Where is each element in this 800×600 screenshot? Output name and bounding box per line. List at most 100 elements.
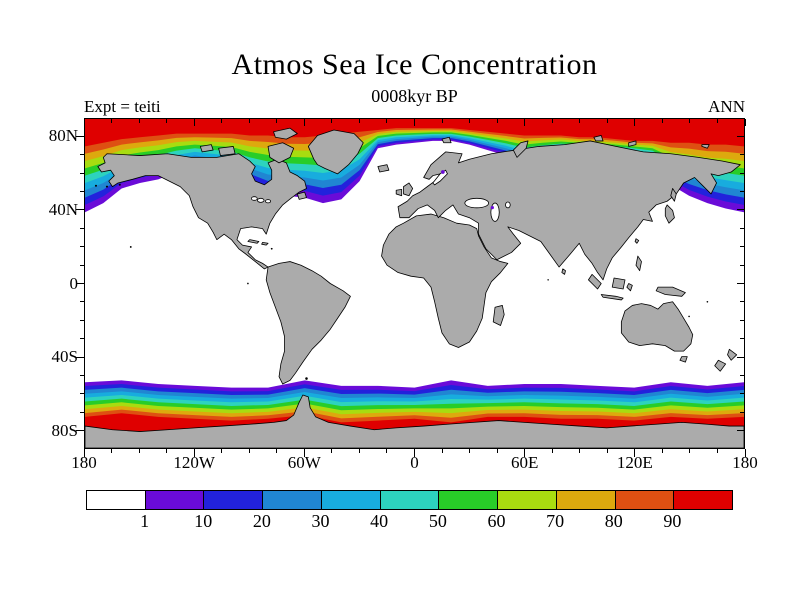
colorbar-level-label: 50 <box>428 511 447 531</box>
lon-tick-label: 60W <box>287 453 321 472</box>
great-lake-huron <box>257 198 264 202</box>
colorbar-segment-1 <box>144 491 204 509</box>
small-islands <box>94 170 709 380</box>
borneo <box>612 278 625 289</box>
baltic-sea <box>433 170 448 185</box>
axis-tick <box>524 119 526 126</box>
banks-island <box>200 145 213 152</box>
axis-tick <box>524 449 526 457</box>
colorbar-level-label: 60 <box>487 511 506 531</box>
axis-tick <box>737 209 744 211</box>
hawaii-speck <box>129 246 132 248</box>
novaya-zemlya <box>513 141 528 157</box>
axis-tick <box>740 319 744 321</box>
axis-tick <box>83 119 85 126</box>
axis-tick <box>441 449 443 453</box>
axis-tick <box>76 283 84 284</box>
axis-tick <box>551 119 553 123</box>
lon-tick-label: 60E <box>510 453 539 472</box>
north-america <box>98 154 307 269</box>
axis-tick <box>331 119 333 123</box>
lon-tick-label: 180 <box>71 453 97 472</box>
colorbar-segment-2 <box>203 491 263 509</box>
axis-tick <box>740 154 744 156</box>
aral-sea <box>505 202 510 208</box>
newfoundland <box>297 192 306 199</box>
axis-tick <box>386 119 388 123</box>
sulawesi <box>627 284 632 291</box>
axis-tick <box>248 119 250 123</box>
axis-tick <box>740 264 744 266</box>
axis-tick <box>276 449 278 453</box>
lat-tick-label: 80S <box>51 420 78 440</box>
new-zealand-north <box>728 349 737 360</box>
colorbar-segment-5 <box>379 491 439 509</box>
axis-tick <box>740 227 744 229</box>
axis-tick <box>80 411 84 413</box>
axis-tick <box>414 119 415 126</box>
baltic-ice-speck <box>441 170 445 174</box>
inland-seas <box>251 170 510 221</box>
season-label: ANN <box>708 97 745 116</box>
axis-tick <box>358 449 360 453</box>
axis-tick <box>248 449 250 453</box>
north-ice-band-90 <box>85 119 744 147</box>
ireland <box>396 189 401 195</box>
axis-tick <box>469 119 471 123</box>
colorbar-segment-4 <box>320 491 380 509</box>
axis-tick <box>76 430 84 432</box>
axis-tick <box>303 119 305 126</box>
axis-tick <box>276 119 278 123</box>
java <box>601 294 623 299</box>
axis-tick <box>76 135 84 137</box>
axis-tick <box>80 227 84 229</box>
lat-tick-label: 0 <box>69 273 79 293</box>
japan <box>665 205 674 223</box>
pacific-speck-2 <box>688 315 690 318</box>
great-lake-superior <box>251 197 257 201</box>
colorbar-level-label: 90 <box>663 511 682 531</box>
axis-tick <box>744 449 746 457</box>
axis-tick <box>331 449 333 453</box>
axis-tick <box>303 449 305 457</box>
chart-title: Atmos Sea Ice Concentration <box>231 48 598 81</box>
axis-tick <box>740 393 744 395</box>
axis-tick <box>661 449 663 453</box>
colorbar-segment-3 <box>262 491 321 509</box>
axis-tick <box>80 374 84 376</box>
axis-tick <box>193 449 195 457</box>
baffin-island <box>268 143 294 163</box>
africa <box>382 214 508 347</box>
south-america <box>266 262 350 384</box>
axis-tick <box>634 119 636 126</box>
iceland <box>378 165 389 172</box>
axis-tick <box>737 283 744 284</box>
colorbar <box>86 490 733 510</box>
sea-ice-map-svg <box>85 119 744 448</box>
axis-tick <box>80 246 84 248</box>
axis-tick <box>740 411 744 413</box>
victoria-island <box>219 146 235 155</box>
philippines <box>636 256 641 271</box>
lat-tick-label: 40N <box>48 199 78 219</box>
sakhalin <box>671 188 676 201</box>
axis-tick <box>80 172 84 174</box>
hispaniola <box>262 242 268 245</box>
lon-tick-label: 120W <box>173 453 215 472</box>
black-sea <box>465 198 489 208</box>
axis-tick <box>551 449 553 453</box>
axis-tick <box>579 119 581 123</box>
sumatra <box>588 274 601 289</box>
caspian-sea <box>491 203 499 221</box>
aleutian-speck-1 <box>94 184 97 187</box>
severnaya-zemlya <box>594 135 603 140</box>
axis-tick <box>496 449 498 453</box>
axis-tick <box>579 449 581 453</box>
axis-tick <box>111 449 113 453</box>
colorbar-segment-7 <box>497 491 556 509</box>
madagascar <box>493 305 504 325</box>
colorbar-level-label: 10 <box>194 511 213 531</box>
axis-tick <box>80 319 84 321</box>
axis-tick <box>661 119 663 123</box>
sri-lanka <box>562 269 566 274</box>
